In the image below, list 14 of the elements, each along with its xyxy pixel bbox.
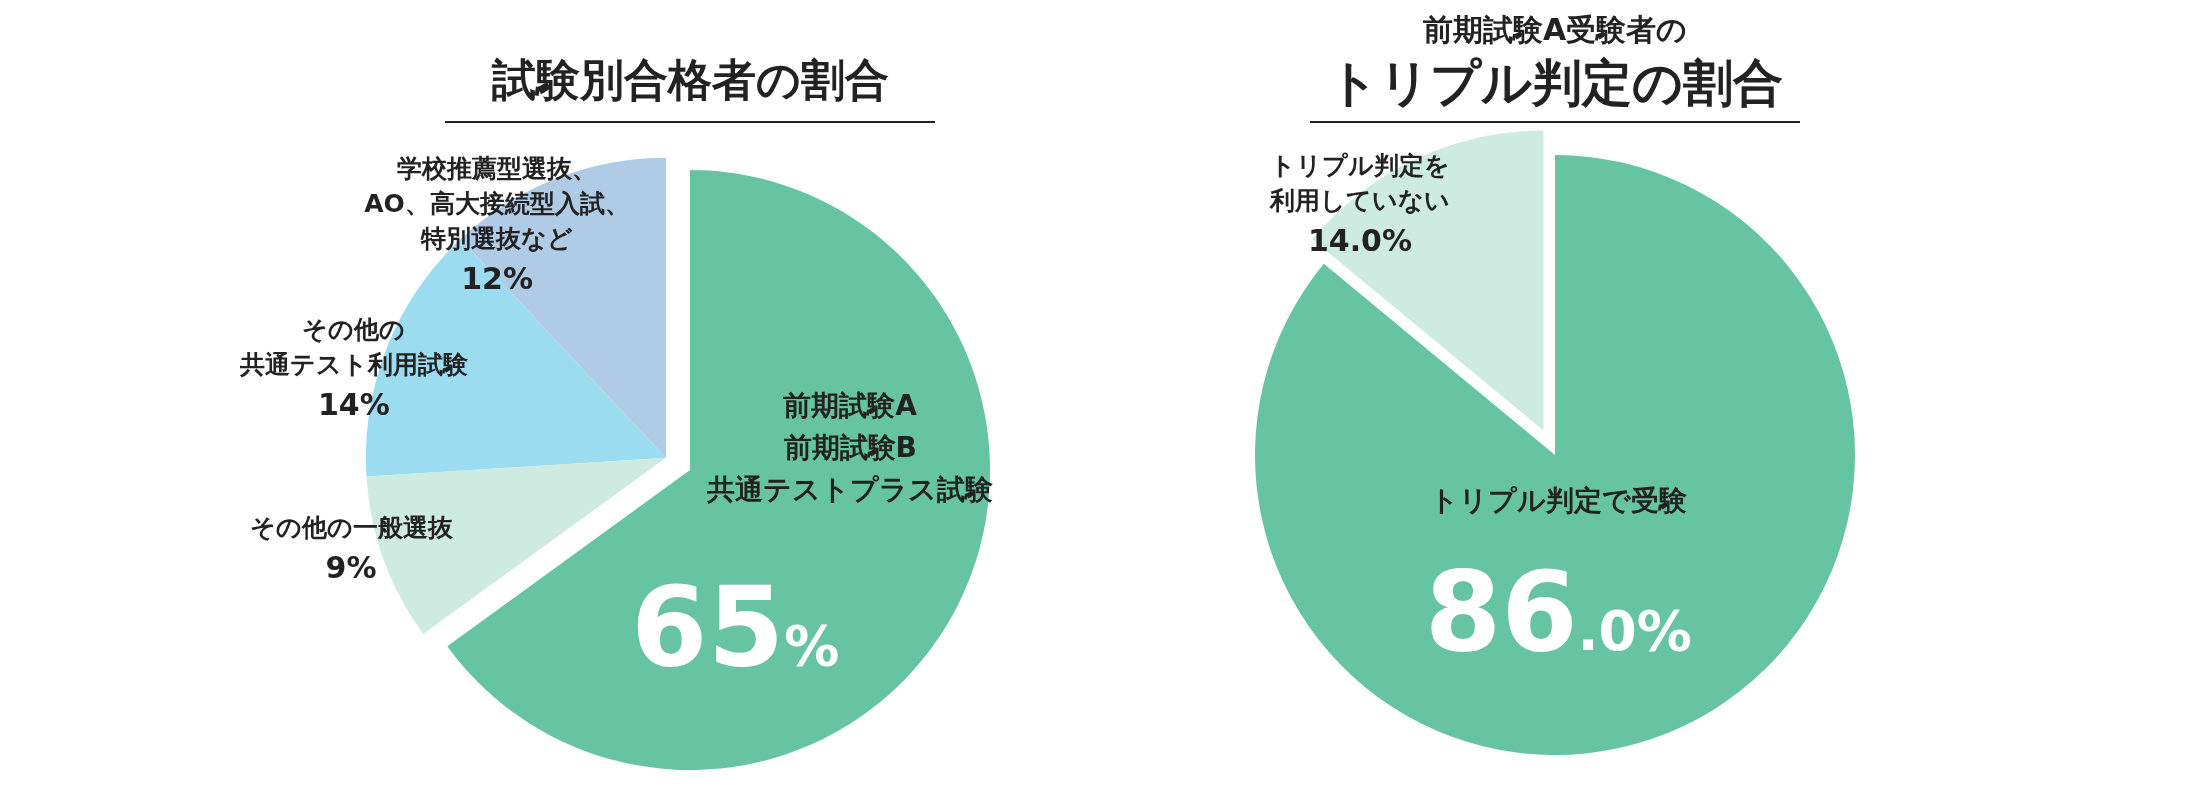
slice-label: 学校推薦型選抜、AO、高大接続型入試、特別選抜など [364, 153, 630, 253]
slice-label: トリプル判定で受験 [1429, 484, 1687, 517]
data-label: 9% [325, 550, 377, 586]
data-label: 14% [317, 386, 390, 422]
slice-label: トリプル判定を利用していない [1268, 150, 1450, 215]
data-label: 65% [631, 563, 840, 691]
data-label: 12% [461, 260, 533, 296]
chart-title: 試験別合格者の割合 [490, 54, 889, 105]
slice-label: その他の一般選抜 [249, 513, 454, 543]
chart-title: トリプル判定の割合 [1327, 54, 1783, 112]
chart-subtitle: 前期試験A受験者の [1422, 12, 1688, 47]
slice-label: その他の共通テスト利用試験 [238, 314, 468, 379]
data-label: 86.0% [1424, 548, 1692, 676]
data-label: 14.0% [1307, 222, 1412, 258]
